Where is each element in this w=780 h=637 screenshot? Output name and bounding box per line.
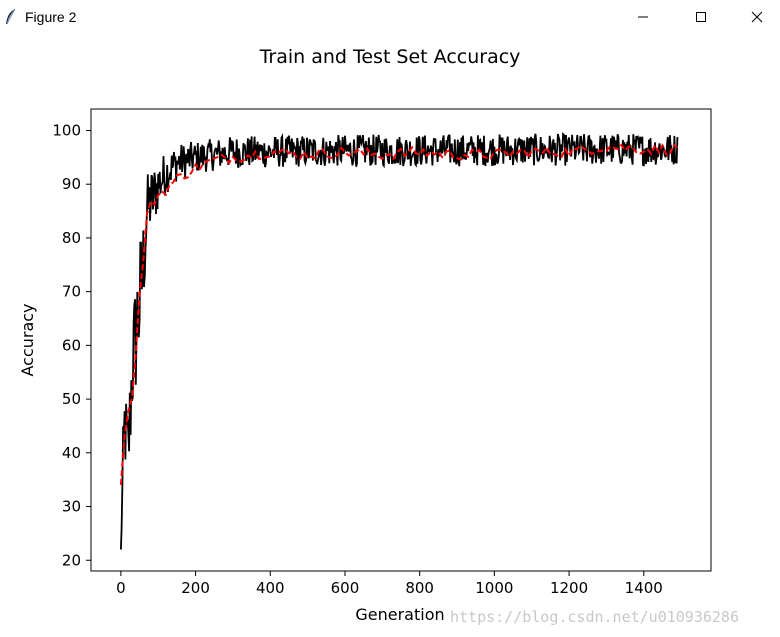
x-tick-label: 1000 — [475, 579, 513, 597]
y-tick-label: 80 — [62, 229, 81, 247]
x-axis-label: Generation — [355, 605, 444, 624]
train-accuracy-line — [120, 132, 679, 550]
y-tick-label: 20 — [62, 551, 81, 569]
x-tick-label: 1200 — [550, 579, 588, 597]
close-icon — [751, 11, 763, 23]
maximize-button[interactable] — [678, 0, 724, 34]
feather-icon — [6, 8, 16, 25]
y-tick-label: 40 — [62, 444, 81, 462]
maximize-icon — [696, 12, 706, 22]
y-tick-label: 30 — [62, 498, 81, 516]
y-tick-label: 50 — [62, 390, 81, 408]
x-tick-label: 1400 — [625, 579, 663, 597]
window-title: Figure 2 — [25, 9, 77, 25]
x-tick-label: 400 — [256, 579, 285, 597]
minimize-icon — [638, 16, 648, 18]
minimize-button[interactable] — [620, 0, 666, 34]
chart-title: Train and Test Set Accuracy — [259, 46, 521, 68]
x-tick-label: 0 — [116, 579, 126, 597]
y-tick-label: 60 — [62, 336, 81, 354]
x-tick-label: 600 — [331, 579, 360, 597]
plot-frame — [90, 108, 712, 572]
test-accuracy-line — [119, 142, 678, 485]
accuracy-chart: Train and Test Set Accuracy 0 200 400 600 80… — [18, 46, 739, 626]
x-tick-label: 800 — [405, 579, 434, 597]
close-button[interactable] — [734, 0, 780, 34]
window-titlebar: Figure 2 — [0, 0, 780, 34]
y-tick-label: 100 — [52, 121, 81, 139]
y-tick-label: 90 — [62, 175, 81, 193]
y-axis-label: Accuracy — [18, 303, 37, 376]
y-tick-label: 70 — [62, 283, 81, 301]
watermark: https://blog.csdn.net/u010936286 — [450, 608, 739, 626]
x-tick-label: 200 — [181, 579, 210, 597]
